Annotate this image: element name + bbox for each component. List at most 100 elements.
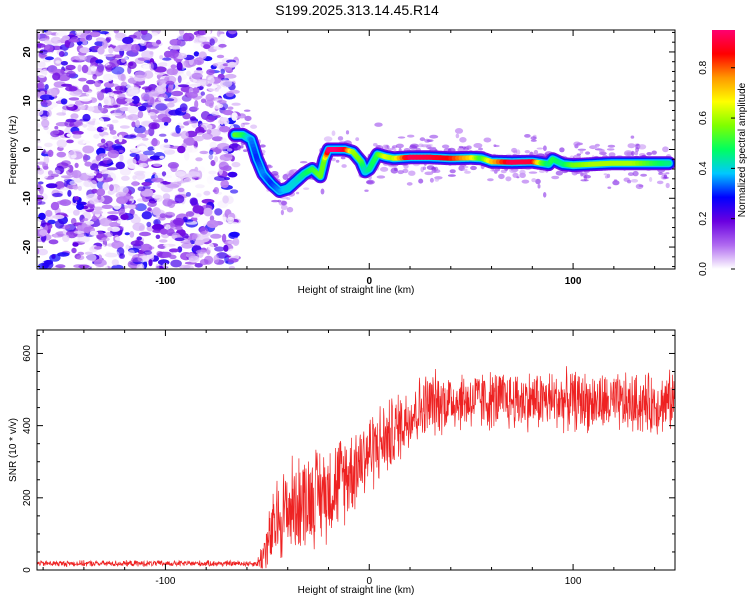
noise-blob [104,252,118,258]
ridge-halo [244,115,252,122]
noise-blob [206,69,215,76]
noise-blob [37,168,44,175]
noise-blob [70,154,77,159]
ridge-halo [242,122,250,125]
ridge-halo [286,206,294,213]
noise-blob [106,167,119,171]
ridge-halo [433,169,441,174]
noise-blob [187,171,201,178]
noise-blob [144,130,150,135]
noise-blob [219,33,226,42]
ridge-halo [395,143,404,149]
noise-blob [231,161,241,168]
ridge-halo [390,167,398,174]
noise-blob [212,63,219,67]
ridge-halo [528,171,538,174]
y-tick-label: -10 [22,191,33,206]
noise-blob [47,64,58,74]
noise-blob [147,146,155,151]
snr-x-label: Height of straight line (km) [298,585,415,596]
ridge-halo [519,169,526,175]
noise-blob [227,248,238,257]
noise-blob [72,133,82,139]
noise-blob [41,119,50,128]
noise-blob [160,228,168,235]
noise-blob [227,258,239,263]
noise-blob [140,30,148,35]
noise-blob [86,193,98,200]
noise-blob [44,56,55,61]
noise-blob [91,105,104,114]
y-tick-label: 400 [22,417,33,434]
noise-blob [147,112,156,116]
noise-blob [195,249,208,254]
ridge-halo [613,179,618,182]
noise-blob [198,30,208,36]
noise-blob [213,187,220,195]
noise-blob [223,153,233,158]
noise-blob [109,184,114,192]
colorbar-tick-label: 0.6 [698,111,709,125]
noise-blob [98,118,105,125]
noise-blob [71,130,84,135]
noise-blob [103,142,109,149]
ridge-halo [665,182,670,189]
noise-blob [193,51,200,57]
noise-blob [131,95,140,105]
noise-blob [208,86,216,92]
noise-blob [152,229,163,233]
ridge-halo [387,148,394,151]
noise-blob [165,80,175,86]
noise-blob [66,70,76,78]
ridge-halo [580,172,588,176]
ridge-halo [250,124,258,129]
noise-blob [157,62,169,67]
noise-blob [149,155,161,161]
noise-blob [203,207,213,217]
noise-blob [214,156,219,163]
noise-blob [161,171,167,177]
noise-blob [211,136,224,142]
noise-blob [120,214,129,220]
noise-blob [170,64,177,69]
colorbar-tick-label: 0.0 [698,262,709,276]
noise-blob [120,58,126,63]
noise-blob [221,233,227,243]
noise-blob [55,60,61,64]
ridge-halo [663,174,668,179]
noise-blob [117,73,125,81]
noise-blob [168,248,180,253]
noise-blob [86,127,98,132]
spectrogram-x-label: Height of straight line (km) [298,285,415,296]
noise-blob [98,153,108,158]
noise-blob [37,248,48,256]
noise-blob [43,156,50,164]
ridge-halo [299,161,308,164]
noise-blob [101,88,113,93]
noise-blob [108,47,114,54]
ridge-halo [559,147,565,153]
ridge-halo [627,172,634,177]
ridge-halo [337,136,344,141]
noise-blob [115,161,126,170]
figure-title: S199.2025.313.14.45.R14 [275,2,439,18]
noise-blob [164,173,177,183]
noise-blob [203,190,211,196]
spectrogram-plot-area [37,30,675,269]
noise-blob [191,72,203,80]
ridge-halo [530,139,537,142]
noise-blob [82,218,89,222]
ridge-halo [271,199,280,203]
noise-blob [124,232,130,236]
noise-blob [218,161,229,171]
noise-blob [102,157,113,164]
noise-blob [179,30,185,36]
ridge-halo [284,173,293,177]
noise-blob [147,207,152,212]
noise-blob [68,97,80,101]
noise-blob [90,65,97,72]
noise-blob [119,85,127,94]
noise-blob [149,89,159,98]
noise-blob [122,36,134,45]
noise-blob [82,153,88,163]
